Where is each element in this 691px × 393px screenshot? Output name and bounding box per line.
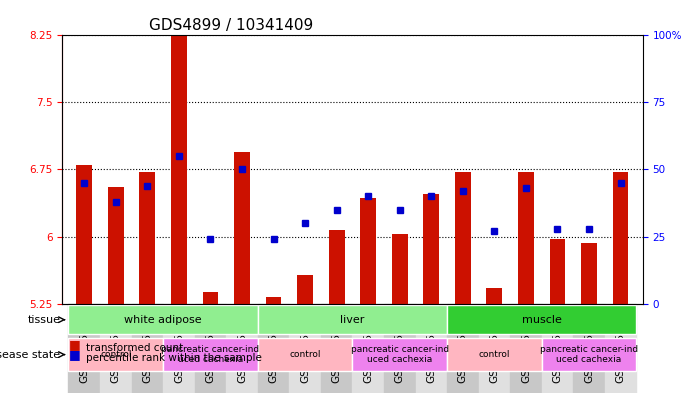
Bar [258,304,290,393]
FancyBboxPatch shape [447,305,636,334]
Bar [140,172,155,304]
Text: GDS4899 / 10341409: GDS4899 / 10341409 [149,18,314,33]
FancyBboxPatch shape [68,305,258,334]
Text: tissue: tissue [28,315,61,325]
Bar [297,275,313,304]
Bar [415,304,447,393]
Bar [290,304,321,393]
Bar [77,165,92,304]
Bar [265,298,281,304]
Text: pancreatic cancer-ind
uced cachexia: pancreatic cancer-ind uced cachexia [540,345,638,364]
Bar [424,194,439,304]
Bar [352,304,384,393]
Text: muscle: muscle [522,315,562,325]
Bar [542,304,574,393]
Bar [68,304,100,393]
FancyBboxPatch shape [258,305,447,334]
FancyBboxPatch shape [352,338,447,371]
Bar [171,26,187,304]
Text: percentile rank within the sample: percentile rank within the sample [86,353,263,363]
Bar [518,172,534,304]
Bar [549,239,565,304]
FancyBboxPatch shape [258,338,352,371]
Bar [613,172,628,304]
Bar [202,292,218,304]
Bar [479,304,510,393]
Text: control: control [100,350,131,359]
Bar [234,152,250,304]
Bar [226,304,258,393]
Text: control: control [479,350,510,359]
Text: pancreatic cancer-ind
uced cachexia: pancreatic cancer-ind uced cachexia [350,345,448,364]
Bar [384,304,415,393]
FancyBboxPatch shape [447,338,542,371]
Bar [321,304,352,393]
Text: pancreatic cancer-ind
uced cachexia: pancreatic cancer-ind uced cachexia [162,345,260,364]
Text: liver: liver [340,315,365,325]
FancyBboxPatch shape [163,338,258,371]
Bar [447,304,479,393]
Bar [581,243,597,304]
Text: ■: ■ [69,338,81,351]
FancyBboxPatch shape [542,338,636,371]
Bar [100,304,131,393]
Text: disease state: disease state [0,349,61,360]
Bar [510,304,542,393]
Bar [574,304,605,393]
Bar [131,304,163,393]
Bar [195,304,226,393]
Bar [329,230,345,304]
Text: transformed count: transformed count [86,343,184,353]
Text: control: control [290,350,321,359]
Bar [360,198,376,304]
Bar [455,172,471,304]
Bar [163,304,195,393]
Bar [108,187,124,304]
Text: ■: ■ [69,348,81,361]
Bar [486,288,502,304]
Text: white adipose: white adipose [124,315,202,325]
FancyBboxPatch shape [68,338,163,371]
Bar [392,234,408,304]
Bar [605,304,636,393]
